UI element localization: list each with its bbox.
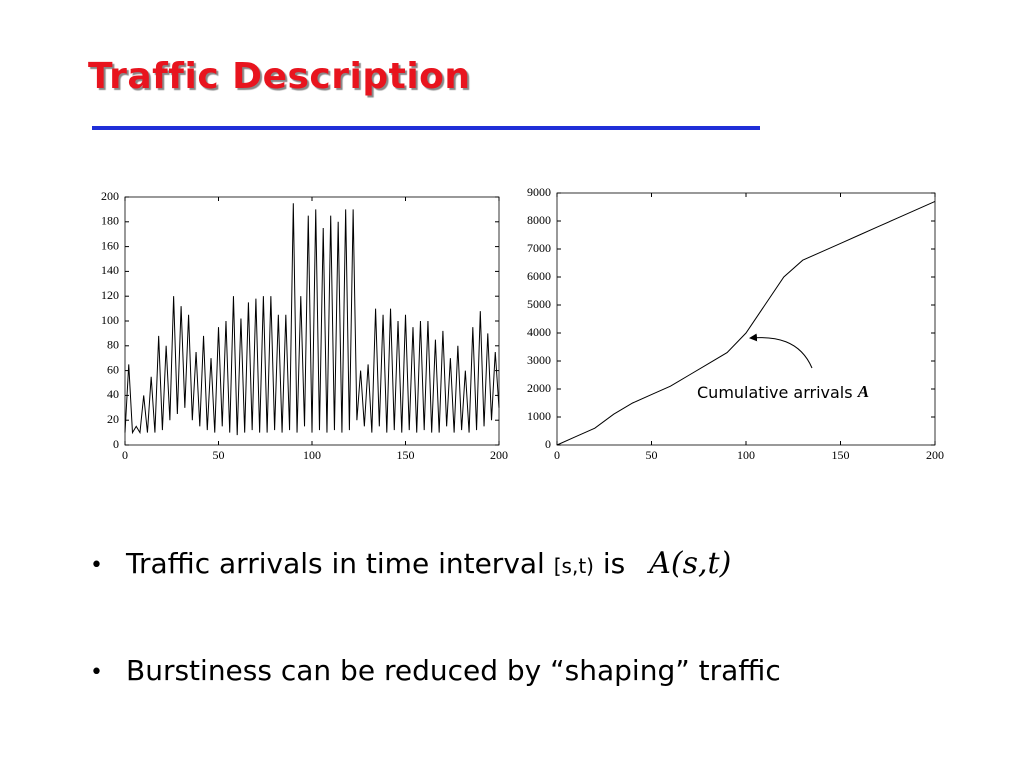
annotation-text: Cumulative arrivals — [697, 383, 853, 402]
y-tick-label: 5000 — [527, 297, 551, 311]
annotation-symbol: A — [857, 382, 869, 401]
bullet-text: Burstiness can be reduced by “shaping” t… — [126, 654, 781, 687]
y-tick-label: 3000 — [527, 353, 551, 367]
annotation-arrow — [749, 333, 813, 369]
data-line — [124, 203, 500, 436]
x-tick-label: 100 — [303, 448, 321, 462]
y-tick-label: 200 — [101, 189, 119, 203]
y-tick-label: 20 — [107, 412, 119, 426]
y-tick-label: 80 — [107, 338, 119, 352]
x-tick-label: 0 — [122, 448, 128, 462]
y-tick-label: 7000 — [527, 241, 551, 255]
annotation: Cumulative arrivals A — [697, 382, 869, 402]
y-tick-label: 2000 — [527, 381, 551, 395]
bullet-text: is — [602, 547, 626, 580]
x-tick-label: 150 — [832, 448, 850, 462]
y-tick-label: 140 — [101, 263, 119, 277]
bullet: • Traffic arrivals in time interval [s,t)… — [90, 546, 731, 581]
bullet-math: A(s,t) — [649, 546, 732, 581]
x-tick-label: 50 — [213, 448, 225, 462]
y-tick-label: 6000 — [527, 269, 551, 283]
bullet-interval: [s,t) — [553, 554, 594, 578]
bullet-dot: • — [90, 552, 103, 578]
y-tick-label: 8000 — [527, 213, 551, 227]
x-tick-label: 150 — [397, 448, 415, 462]
x-tick-label: 50 — [646, 448, 658, 462]
y-tick-label: 0 — [113, 437, 119, 451]
y-tick-label: 160 — [101, 238, 119, 252]
y-tick-label: 60 — [107, 362, 119, 376]
x-tick-label: 200 — [490, 448, 508, 462]
y-tick-label: 1000 — [527, 409, 551, 423]
bullet-text: Traffic arrivals in time interval — [126, 547, 545, 580]
y-tick-label: 180 — [101, 214, 119, 228]
x-tick-label: 200 — [926, 448, 944, 462]
x-tick-label: 100 — [737, 448, 755, 462]
title-rule — [92, 126, 760, 130]
y-tick-label: 0 — [545, 437, 551, 451]
y-tick-label: 100 — [101, 313, 119, 327]
y-tick-label: 9000 — [527, 185, 551, 199]
plot-frame — [556, 192, 936, 446]
data-line — [556, 200, 936, 446]
bullet-dot: • — [90, 659, 103, 685]
y-tick-label: 40 — [107, 387, 119, 401]
y-tick-label: 4000 — [527, 325, 551, 339]
y-tick-label: 120 — [101, 288, 119, 302]
slide-title: Traffic Description — [88, 56, 471, 97]
x-tick-label: 0 — [554, 448, 560, 462]
bullet: • Burstiness can be reduced by “shaping” … — [90, 654, 781, 687]
